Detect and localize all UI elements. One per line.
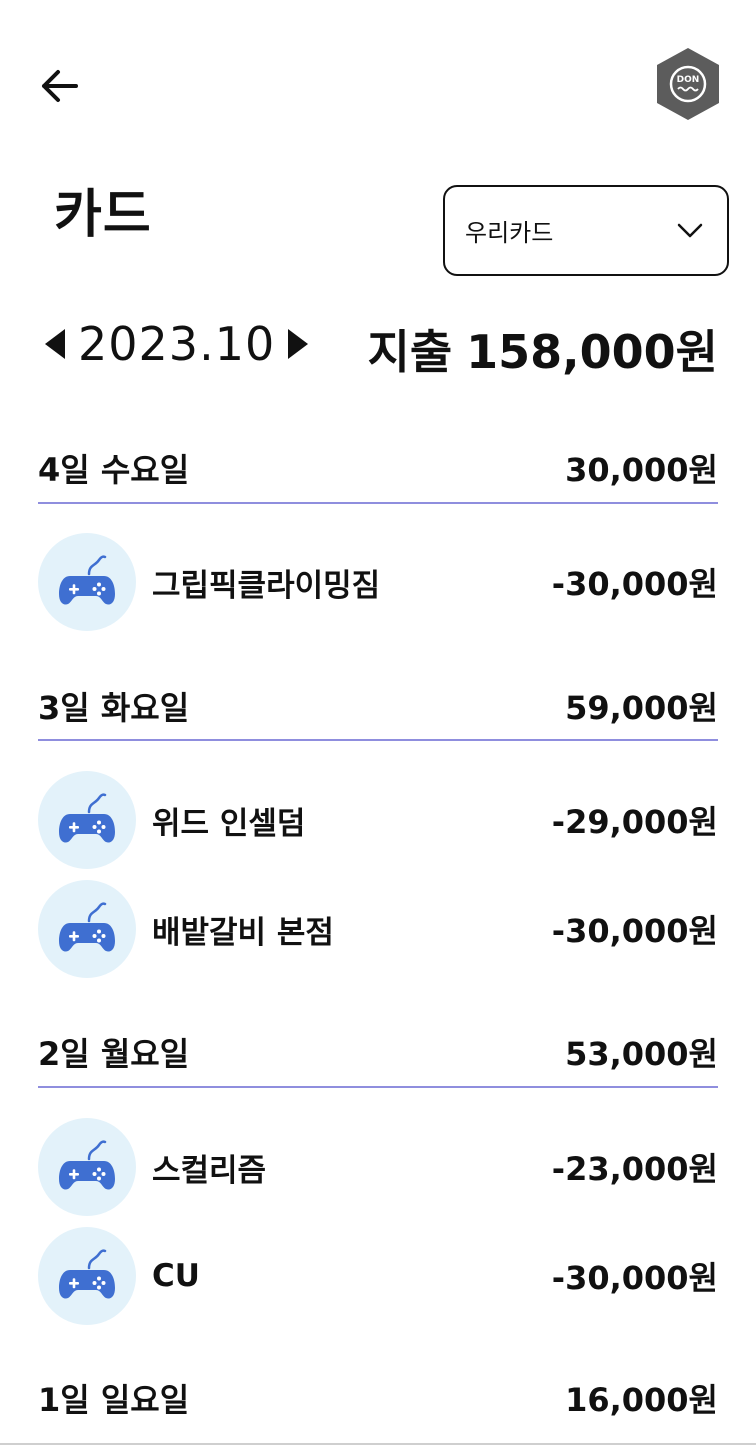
transaction-amount: -30,000원 [551, 1259, 718, 1297]
day-header: 2일 월요일 53,000원 [38, 1032, 718, 1073]
current-month: 2023.10 [78, 317, 276, 371]
card-select-dropdown[interactable]: 우리카드 [443, 185, 729, 276]
day-header: 1일 일요일 16,000원 [38, 1378, 718, 1419]
transaction-amount: -30,000원 [551, 565, 718, 603]
gamepad-icon [59, 1140, 115, 1190]
day-header: 3일 화요일 59,000원 [38, 686, 718, 727]
transaction-row[interactable]: CU -30,000원 [38, 1227, 718, 1325]
category-icon-badge [38, 771, 136, 869]
day-divider [38, 739, 718, 741]
card-select-value: 우리카드 [465, 219, 554, 247]
transaction-row[interactable]: 위드 인셀덤 -29,000원 [38, 771, 718, 869]
day-label: 1일 일요일 [38, 1381, 190, 1419]
transaction-row[interactable]: 그립픽클라이밍짐 -30,000원 [38, 533, 718, 631]
chevron-down-icon [677, 223, 703, 237]
transaction-amount: -29,000원 [551, 803, 718, 841]
day-label: 2일 월요일 [38, 1035, 190, 1073]
transaction-row[interactable]: 배밭갈비 본점 -30,000원 [38, 880, 718, 978]
day-divider [38, 1086, 718, 1088]
spending-label: 지출 [367, 325, 453, 379]
merchant-name: 스컬리즘 [152, 1152, 267, 1189]
category-icon-badge [38, 1227, 136, 1325]
bottom-edge-line [0, 1443, 756, 1445]
category-icon-badge [38, 1118, 136, 1216]
gamepad-icon [59, 1249, 115, 1299]
day-total: 30,000원 [565, 451, 718, 489]
gamepad-icon [59, 902, 115, 952]
month-navigator: 2023.10 [40, 312, 313, 376]
gamepad-icon [59, 555, 115, 605]
svg-text:DON: DON [677, 75, 700, 85]
day-total: 16,000원 [565, 1381, 718, 1419]
next-month-button[interactable] [283, 324, 313, 364]
day-header: 4일 수요일 30,000원 [38, 448, 718, 489]
day-total: 59,000원 [565, 689, 718, 727]
day-label: 3일 화요일 [38, 689, 190, 727]
transaction-row[interactable]: 스컬리즘 -23,000원 [38, 1118, 718, 1216]
merchant-name: CU [152, 1258, 200, 1294]
day-total: 53,000원 [565, 1035, 718, 1073]
gamepad-icon [59, 793, 115, 843]
back-button[interactable] [30, 58, 86, 114]
category-icon-badge [38, 533, 136, 631]
triangle-left-icon [45, 329, 65, 359]
day-divider [38, 502, 718, 504]
day-label: 4일 수요일 [38, 451, 190, 489]
page-title: 카드 [54, 185, 152, 245]
category-icon-badge [38, 880, 136, 978]
merchant-name: 위드 인셀덤 [152, 805, 306, 842]
merchant-name: 그립픽클라이밍짐 [152, 567, 381, 604]
spending-amount: 158,000원 [466, 325, 718, 379]
transaction-amount: -23,000원 [551, 1150, 718, 1188]
transaction-amount: -30,000원 [551, 912, 718, 950]
merchant-name: 배밭갈비 본점 [152, 914, 334, 951]
don-logo[interactable]: DON [654, 46, 722, 122]
prev-month-button[interactable] [40, 324, 70, 364]
arrow-left-icon [42, 70, 78, 102]
spending-total: 지출 158,000원 [368, 316, 718, 382]
triangle-right-icon [288, 329, 309, 359]
